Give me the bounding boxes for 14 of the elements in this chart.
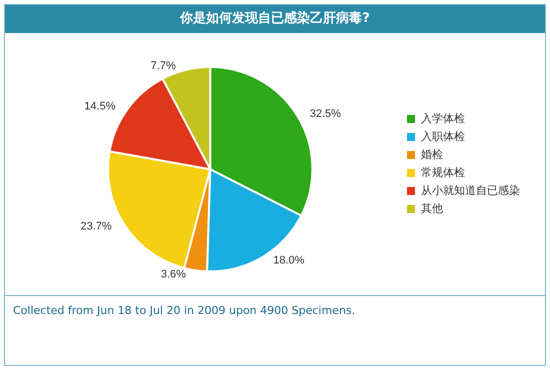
legend-label: 从小就知道自已感染: [421, 184, 520, 197]
data-label: 23.7%: [80, 220, 112, 232]
text: Collected from Jun 18 to Jul 20 in 2009 upon 4900 Specimens.: [13, 304, 356, 317]
legend-label: 其他: [421, 202, 443, 215]
data-label: 32.5%: [310, 108, 342, 120]
legend-label: 入学体检: [421, 112, 465, 125]
data-label: 3.6%: [160, 268, 186, 280]
data-label: 14.5%: [84, 100, 116, 113]
legend-label: 常规体检: [421, 166, 465, 179]
chart-title: 你是如何发现自已感染乙肝病毒?: [5, 5, 545, 33]
data-label: 7.7%: [150, 60, 176, 72]
legend-label: 婚检: [421, 149, 443, 161]
data-label: 18.0%: [273, 254, 305, 267]
legend-label: 入职体检: [421, 130, 465, 143]
